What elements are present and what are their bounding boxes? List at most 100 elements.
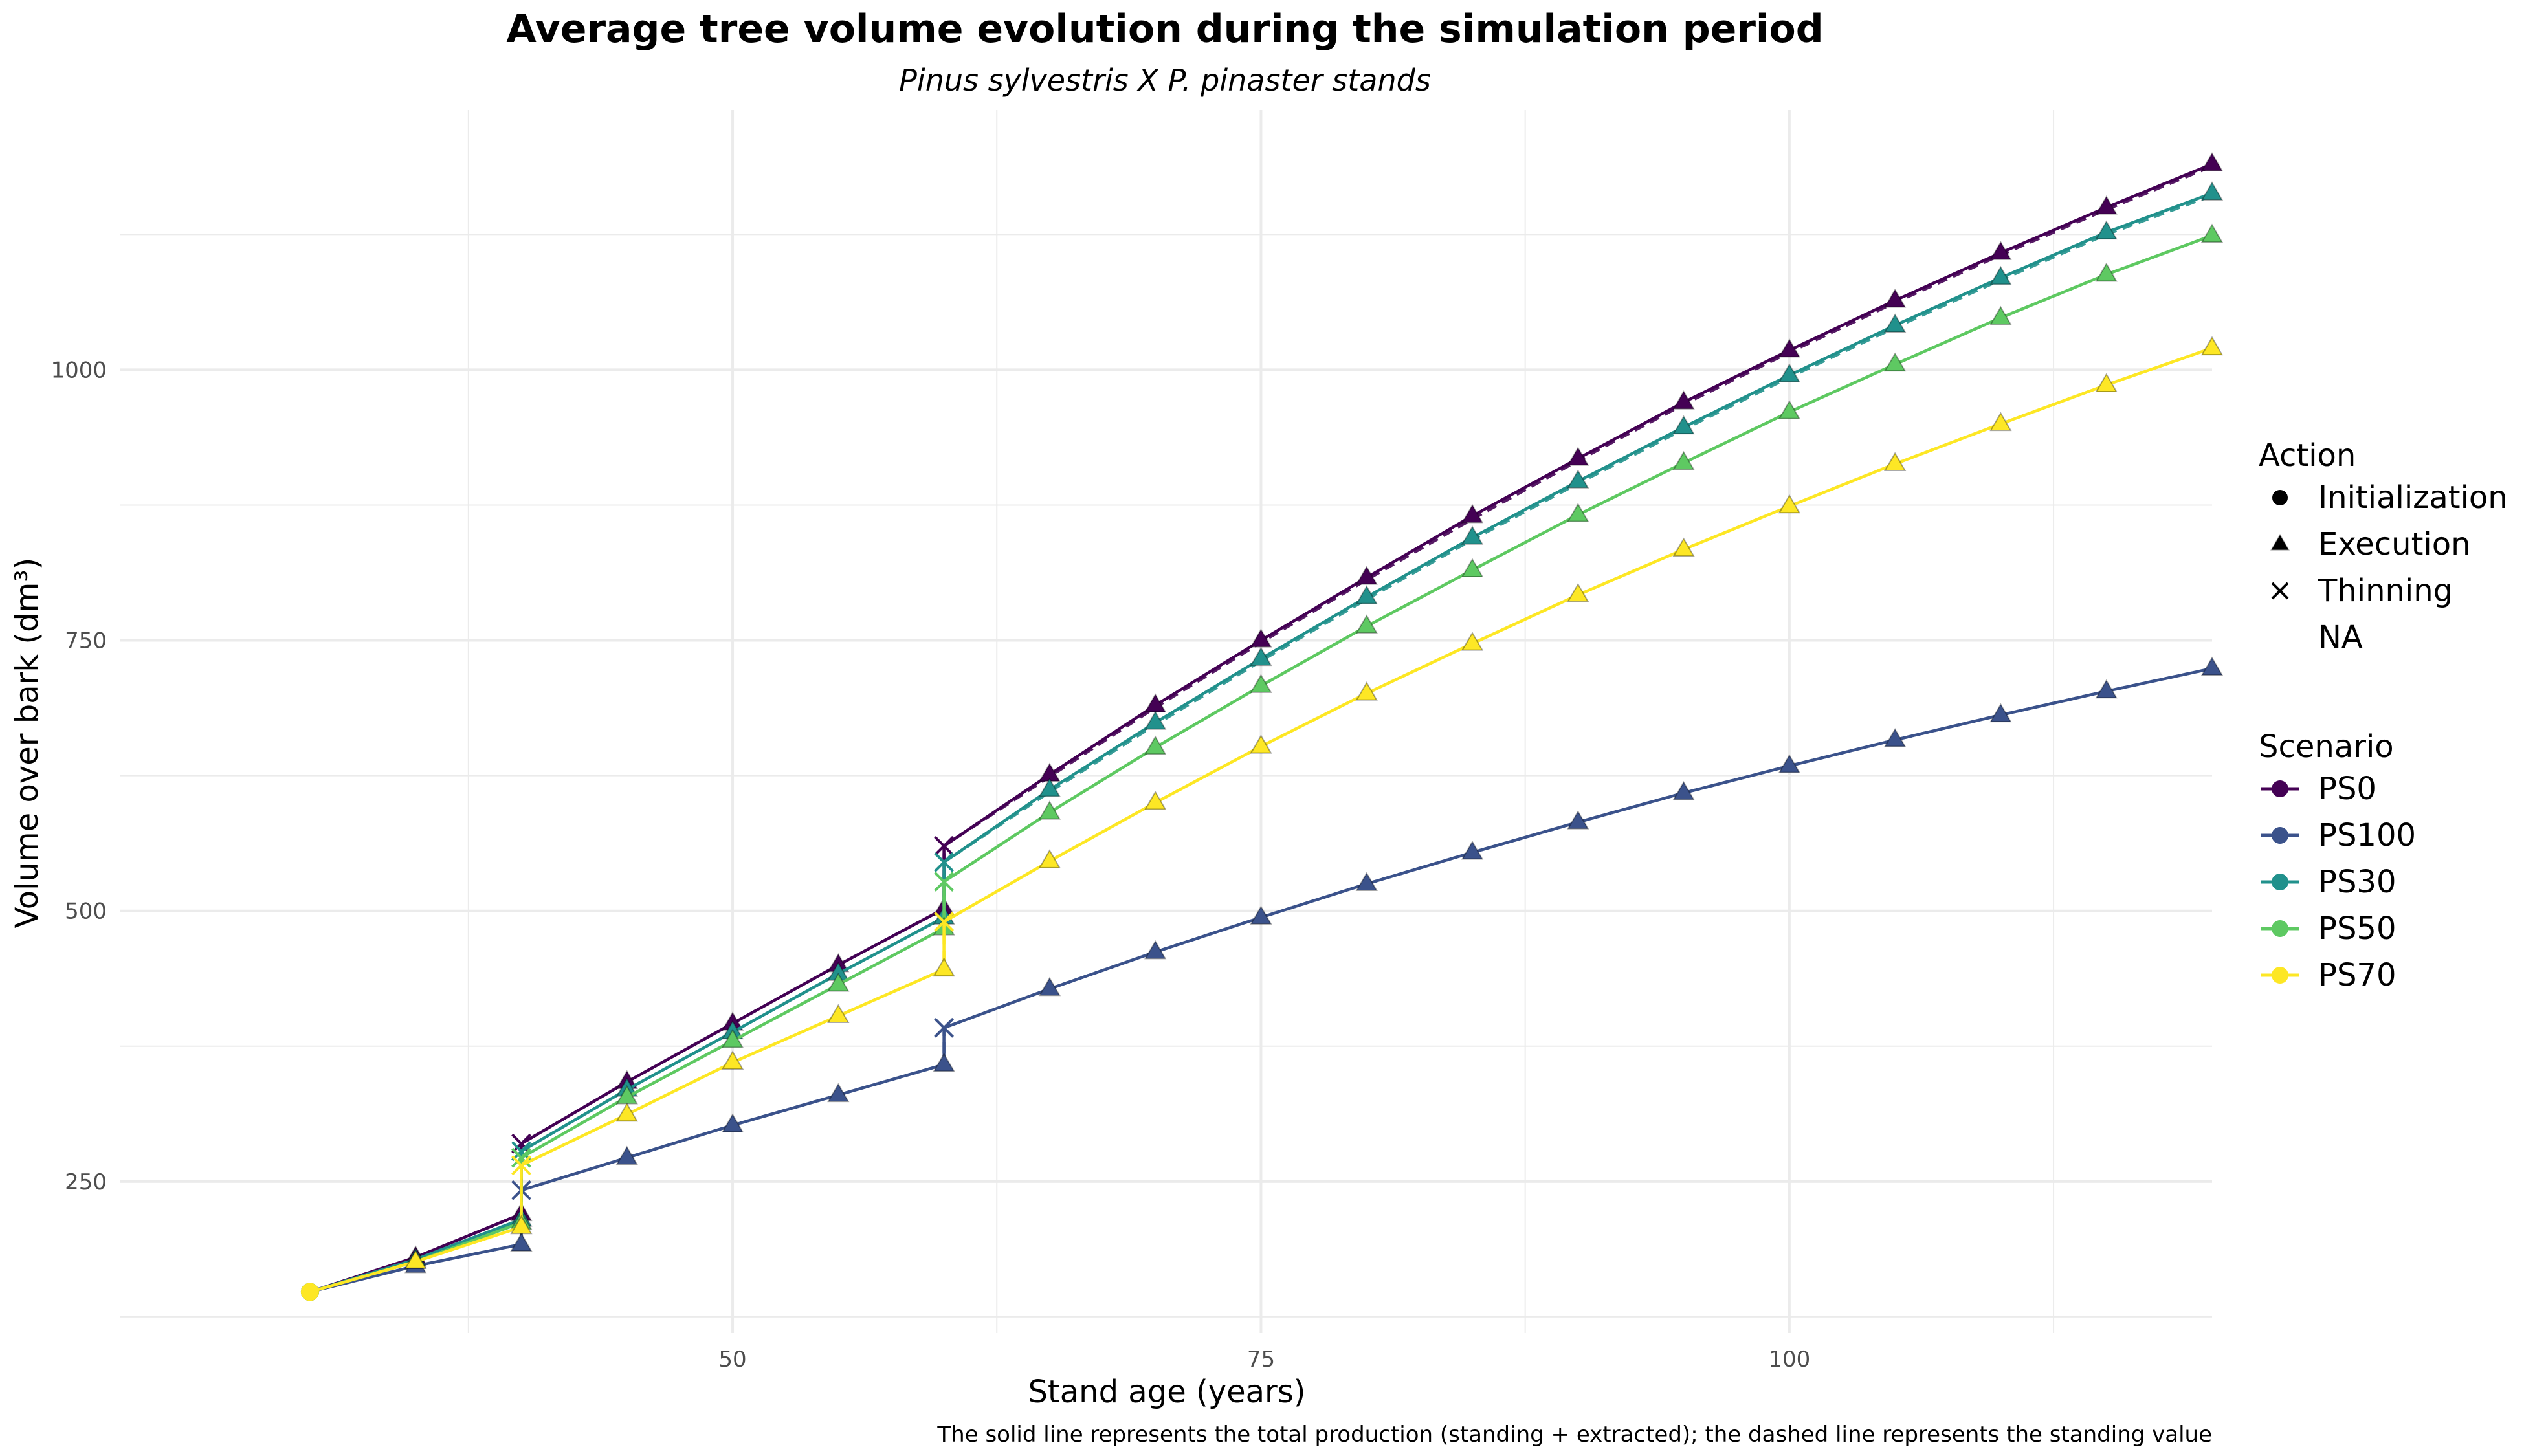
- data-point: [827, 1083, 850, 1103]
- data-point: [2200, 336, 2224, 356]
- data-point: [615, 1102, 638, 1122]
- data-point: [2200, 152, 2224, 171]
- data-point: [1778, 363, 1801, 382]
- legend-action-label: Thinning: [2318, 573, 2453, 609]
- x-axis-title: Stand age (years): [1028, 1374, 1305, 1410]
- legend-action-label: NA: [2318, 619, 2363, 656]
- legend-scenario-key: [2272, 827, 2288, 844]
- legend-scenario-label: PS100: [2318, 817, 2416, 854]
- y-tick-label: 500: [65, 899, 107, 925]
- data-point: [934, 872, 955, 892]
- legend-action-item: Initialization: [2272, 480, 2508, 516]
- data-point: [1989, 305, 2012, 325]
- legend-scenario-item: PS50: [2261, 910, 2397, 947]
- data-point: [1250, 674, 1272, 693]
- series-line-standing: [309, 346, 2213, 1294]
- data-point: [1883, 288, 1907, 308]
- y-tick-label: 750: [65, 628, 107, 654]
- data-point: [1144, 711, 1167, 730]
- y-axis-title: Volume over bark (dm³): [9, 558, 45, 929]
- x-tick-label: 50: [718, 1347, 746, 1373]
- data-point: [1355, 585, 1378, 604]
- data-point: [1989, 412, 2012, 432]
- data-point: [2095, 373, 2118, 392]
- axis-ticks: 50 75 100 250 500 750 1000: [50, 357, 1810, 1373]
- data-point: [934, 835, 955, 856]
- x-tick-label: 75: [1247, 1347, 1275, 1373]
- data-point: [2200, 181, 2224, 201]
- data-point: [721, 1050, 744, 1070]
- series-ps100: [300, 656, 2224, 1301]
- data-point: [1883, 352, 1907, 372]
- data-point: [2095, 220, 2118, 240]
- data-point: [1461, 558, 1484, 577]
- legend-scenario-label: PS70: [2318, 957, 2397, 993]
- data-point: [2095, 679, 2118, 699]
- data-point: [1355, 681, 1378, 701]
- legend-action-title: Action: [2259, 437, 2356, 474]
- legend-scenario-item: PS30: [2261, 864, 2397, 900]
- data-point: [1144, 790, 1167, 810]
- data-point: [1250, 646, 1272, 667]
- data-point: [404, 1250, 427, 1269]
- data-point: [2200, 656, 2224, 676]
- series-ps70: [300, 336, 2224, 1301]
- data-point: [1144, 735, 1167, 755]
- data-point: [510, 1232, 533, 1252]
- legend-scenario-key: [2272, 967, 2288, 984]
- legend-action-label: Execution: [2318, 526, 2471, 562]
- data-point: [2200, 223, 2224, 243]
- data-point: [1989, 703, 2012, 723]
- data-point: [1672, 415, 1695, 435]
- data-point: [934, 912, 955, 932]
- grid: [120, 110, 2212, 1333]
- data-point: [1567, 469, 1589, 489]
- data-point: [1989, 265, 2012, 285]
- data-point: [1038, 800, 1061, 820]
- legend-scenario-key: [2272, 780, 2288, 797]
- legend-scenario-item: PS0: [2261, 771, 2376, 807]
- data-point: [1672, 537, 1695, 557]
- data-point: [827, 972, 850, 992]
- chart-caption: The solid line represents the total prod…: [936, 1422, 2212, 1448]
- data-point: [510, 1215, 533, 1235]
- legend-action-key: [2271, 582, 2289, 600]
- y-tick-label: 250: [65, 1169, 107, 1195]
- data-point: [1672, 780, 1695, 800]
- data-point: [721, 1028, 744, 1048]
- data-point: [2095, 195, 2118, 215]
- data-point: [1250, 905, 1272, 925]
- legend-scenario-item: PS70: [2261, 957, 2397, 993]
- data-point: [2095, 262, 2118, 282]
- data-point: [1989, 241, 2012, 260]
- legend-action-key: [2272, 490, 2288, 505]
- chart-subtitle: Pinus sylvestris X P. pinaster stands: [899, 63, 1431, 98]
- data-point: [933, 957, 955, 977]
- legend-scenario-label: PS30: [2318, 864, 2397, 900]
- data-point: [1567, 810, 1589, 830]
- data-point: [933, 1052, 955, 1072]
- data-point: [1355, 614, 1378, 634]
- data-point: [1778, 754, 1801, 773]
- legend-action-item: Execution: [2270, 526, 2471, 562]
- data-point: [1883, 727, 1907, 747]
- legend: Action Initialization Execution Thinning NA…: [2259, 437, 2508, 993]
- legend-action-item: Thinning: [2271, 573, 2453, 609]
- legend-scenario-label: PS0: [2318, 771, 2376, 807]
- data-point: [1778, 400, 1801, 419]
- data-point: [1883, 313, 1907, 333]
- data-point: [511, 1141, 531, 1162]
- x-tick-label: 100: [1768, 1347, 1810, 1373]
- data-point: [1672, 450, 1695, 470]
- series-layer: [300, 152, 2224, 1301]
- legend-action-item: NA: [2318, 619, 2363, 656]
- data-point: [1461, 525, 1484, 545]
- data-point: [615, 1145, 638, 1165]
- data-point: [1672, 390, 1695, 410]
- data-point: [511, 1133, 531, 1154]
- y-tick-label: 1000: [50, 357, 107, 383]
- data-point: [1567, 582, 1589, 602]
- legend-scenario-item: PS100: [2261, 817, 2416, 854]
- data-point: [300, 1283, 319, 1301]
